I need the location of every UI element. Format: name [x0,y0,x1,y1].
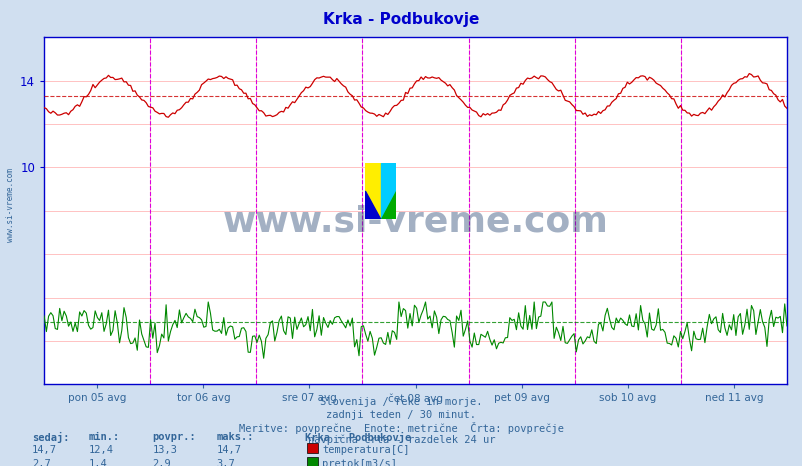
Polygon shape [365,191,380,219]
Text: povpr.:: povpr.: [152,432,196,442]
Text: min.:: min.: [88,432,119,442]
Bar [380,163,395,219]
Text: temperatura[C]: temperatura[C] [322,445,409,455]
Text: 14,7: 14,7 [217,445,241,455]
Text: www.si-vreme.com: www.si-vreme.com [6,168,15,242]
Bar [365,163,380,219]
Text: Krka - Podbukovje: Krka - Podbukovje [305,432,411,444]
Text: 3,7: 3,7 [217,459,235,466]
Text: www.si-vreme.com: www.si-vreme.com [222,205,608,239]
Text: Meritve: povprečne  Enote: metrične  Črta: povprečje: Meritve: povprečne Enote: metrične Črta:… [239,422,563,434]
Text: zadnji teden / 30 minut.: zadnji teden / 30 minut. [326,410,476,419]
Text: maks.:: maks.: [217,432,254,442]
Text: sedaj:: sedaj: [32,432,70,444]
Text: 2,7: 2,7 [32,459,51,466]
Text: 14,7: 14,7 [32,445,57,455]
Text: Slovenija / reke in morje.: Slovenija / reke in morje. [320,397,482,407]
Text: 1,4: 1,4 [88,459,107,466]
Polygon shape [380,191,395,219]
Text: 12,4: 12,4 [88,445,113,455]
Text: 13,3: 13,3 [152,445,177,455]
Text: Krka - Podbukovje: Krka - Podbukovje [323,12,479,27]
Text: navpična črta - razdelek 24 ur: navpična črta - razdelek 24 ur [307,435,495,445]
Text: pretok[m3/s]: pretok[m3/s] [322,459,396,466]
Text: 2,9: 2,9 [152,459,171,466]
